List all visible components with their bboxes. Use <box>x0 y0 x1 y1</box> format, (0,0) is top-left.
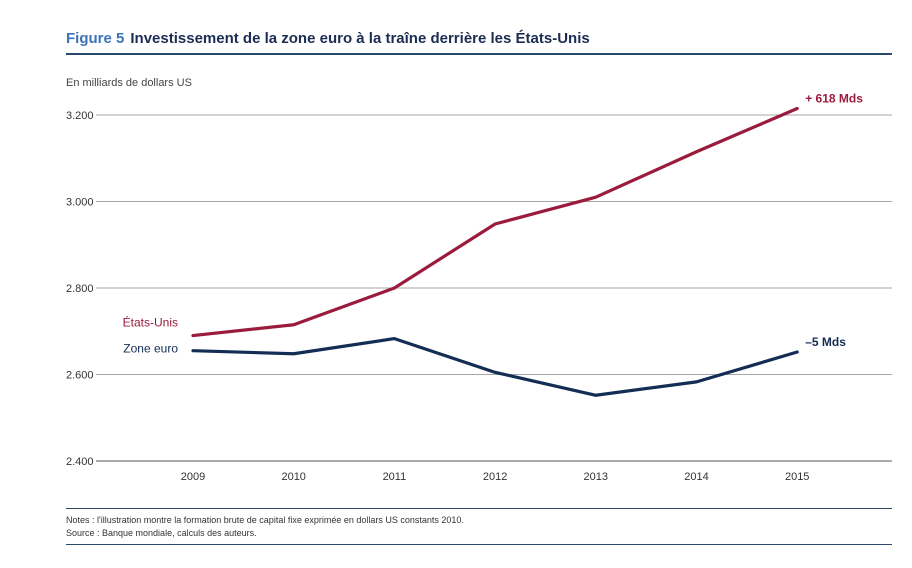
y-tick-labels: 2.400 2.600 2.800 3.000 3.200 <box>66 110 94 468</box>
series-lines <box>191 106 799 397</box>
figure-title: Investissement de la zone euro à la traî… <box>130 30 590 47</box>
x-tick-label: 2009 <box>181 471 205 483</box>
series-labels: États-Unis + 618 Mds Zone euro –5 Mds <box>123 92 864 356</box>
notes-block: Notes : l'illustration montre la formati… <box>66 514 464 540</box>
notes-bottom-rule <box>66 544 892 545</box>
y-tick-label: 3.200 <box>66 110 94 122</box>
notes-text: Notes : l'illustration montre la formati… <box>66 515 464 525</box>
chart-title: Figure 5 Investissement de la zone euro à… <box>66 30 590 47</box>
y-tick-label: 2.800 <box>66 283 94 295</box>
y-tick-label: 2.400 <box>66 456 94 468</box>
unit-label: En milliards de dollars US <box>66 77 192 89</box>
end-label-zone-euro: –5 Mds <box>805 335 846 349</box>
x-tick-label: 2015 <box>785 471 809 483</box>
figure-label: Figure 5 <box>66 30 125 47</box>
y-tick-label: 2.600 <box>66 370 94 382</box>
x-tick-labels: 2009 2010 2011 2012 2013 2014 2015 <box>181 471 810 483</box>
y-tick-label: 3.000 <box>66 197 94 209</box>
x-tick-label: 2014 <box>684 471 708 483</box>
grid-lines <box>96 114 892 462</box>
series-name-etats-unis: États-Unis <box>123 315 178 330</box>
title-rule <box>66 53 892 55</box>
x-tick-label: 2012 <box>483 471 507 483</box>
source-text: Source : Banque mondiale, calculs des au… <box>66 528 257 538</box>
end-label-etats-unis: + 618 Mds <box>805 92 863 106</box>
series-line-zone-euro <box>191 337 799 397</box>
series-name-zone-euro: Zone euro <box>123 342 178 356</box>
series-line-etats-unis <box>191 106 799 338</box>
x-tick-label: 2010 <box>281 471 305 483</box>
notes-top-rule <box>66 508 892 509</box>
x-tick-label: 2013 <box>584 471 608 483</box>
x-tick-label: 2011 <box>383 471 407 483</box>
